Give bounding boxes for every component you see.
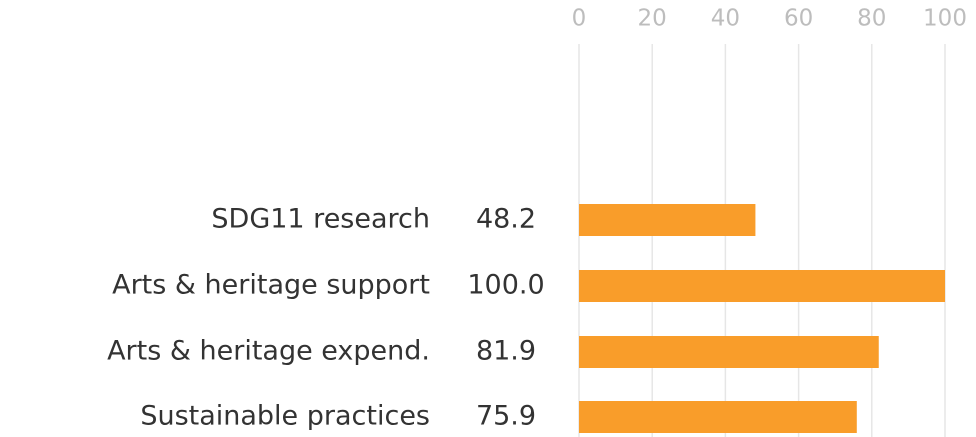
x-tick-label: 20 <box>638 6 667 32</box>
x-tick-label: 60 <box>784 6 813 32</box>
category-label: SDG11 research <box>211 204 430 235</box>
x-tick-label: 0 <box>572 6 587 32</box>
value-label: 75.9 <box>476 401 536 432</box>
bar <box>579 270 945 302</box>
value-label: 100.0 <box>467 270 544 301</box>
category-label: Sustainable practices <box>140 401 430 432</box>
x-tick-label: 40 <box>711 6 740 32</box>
bar <box>579 401 857 433</box>
value-label: 48.2 <box>476 204 536 235</box>
bar <box>579 204 756 236</box>
x-tick-label: 100 <box>923 6 967 32</box>
x-tick-label: 80 <box>857 6 886 32</box>
category-label: Arts & heritage expend. <box>107 336 430 367</box>
bar <box>579 336 879 368</box>
category-label: Arts & heritage support <box>112 270 430 301</box>
value-label: 81.9 <box>476 336 536 367</box>
